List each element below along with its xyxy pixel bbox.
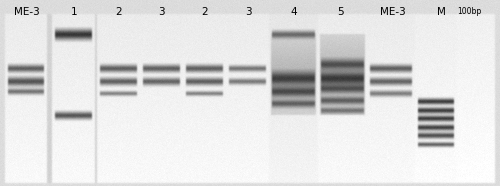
Text: 100bp: 100bp <box>458 7 482 16</box>
Text: ME-3: ME-3 <box>14 7 40 17</box>
Text: 3: 3 <box>244 7 252 17</box>
Text: M: M <box>436 7 446 17</box>
Text: 3: 3 <box>158 7 165 17</box>
Text: ME-3: ME-3 <box>380 7 406 17</box>
Text: 2: 2 <box>202 7 208 17</box>
Text: 2: 2 <box>115 7 122 17</box>
Text: 1: 1 <box>70 7 78 17</box>
Text: 4: 4 <box>290 7 298 17</box>
Text: 5: 5 <box>336 7 344 17</box>
